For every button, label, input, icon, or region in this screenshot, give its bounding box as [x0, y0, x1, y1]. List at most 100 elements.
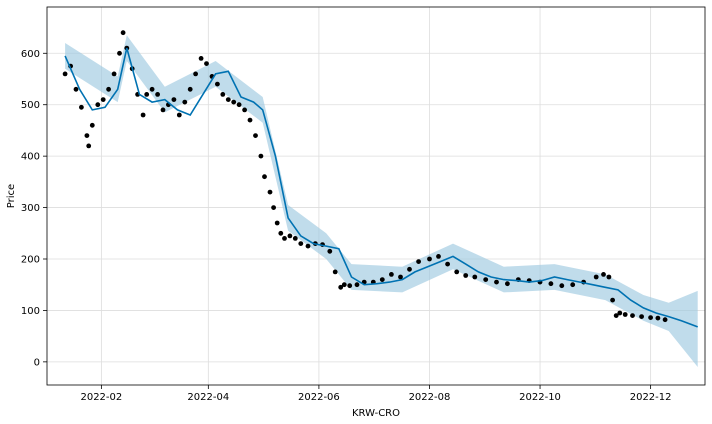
x-axis-label: KRW-CRO	[352, 408, 400, 419]
x-tick-label: 2022-04	[187, 392, 229, 403]
observed-point	[622, 312, 628, 317]
observed-point	[84, 133, 90, 139]
observed-point	[494, 279, 499, 285]
observed-point	[182, 99, 188, 105]
observed-point	[445, 261, 450, 267]
observed-point	[298, 241, 304, 247]
observed-point	[305, 243, 311, 249]
forecast-line	[64, 47, 698, 328]
observed-point	[416, 259, 421, 264]
observed-point	[73, 86, 79, 92]
plot-frame	[46, 6, 706, 386]
observed-point	[171, 97, 177, 102]
observed-point	[100, 97, 106, 102]
observed-point	[220, 92, 226, 97]
observed-point	[193, 71, 199, 77]
observed-point	[117, 50, 122, 56]
y-tick-label: 300	[21, 203, 40, 214]
observed-point	[225, 97, 231, 102]
x-tick-label: 2022-08	[409, 392, 451, 403]
observed-point	[287, 233, 293, 239]
observed-point	[95, 102, 101, 108]
observed-point	[187, 86, 193, 92]
observed-point	[613, 313, 619, 318]
observed-point	[282, 236, 287, 241]
x-tick-label: 2022-06	[298, 392, 340, 403]
observed-point	[436, 254, 441, 259]
observed-point	[258, 153, 264, 159]
observed-point	[327, 248, 333, 254]
observed-point	[338, 284, 344, 290]
observed-point	[149, 86, 155, 92]
observed-point	[407, 266, 412, 272]
observed-point	[341, 282, 347, 288]
observed-point	[144, 92, 150, 97]
observed-point	[89, 122, 95, 128]
observed-point	[62, 71, 68, 77]
observed-point	[111, 71, 117, 77]
observed-point	[398, 274, 403, 280]
y-axis-ticks: 0 100 200 300 400 500 600	[21, 49, 47, 368]
observed-point	[354, 282, 360, 288]
observed-point	[570, 282, 576, 288]
observed-point	[662, 317, 668, 323]
y-tick-label: 600	[21, 49, 40, 60]
observed-point	[559, 283, 565, 289]
x-tick-label: 2022-02	[80, 392, 122, 403]
observed-point	[606, 274, 612, 280]
observed-point	[236, 102, 242, 108]
observed-point	[262, 174, 267, 180]
observed-point	[463, 273, 469, 278]
observed-point	[505, 281, 510, 287]
observed-point	[648, 315, 653, 320]
observed-point	[332, 269, 338, 275]
uncertainty-band	[65, 35, 698, 368]
y-tick-label: 200	[21, 255, 40, 266]
observed-point	[215, 81, 220, 87]
observed-point	[292, 236, 298, 241]
observed-point	[267, 189, 273, 195]
observed-point	[86, 143, 92, 149]
observed-point	[198, 56, 204, 61]
observed-point	[379, 277, 385, 282]
observed-point	[610, 297, 615, 303]
observed-point	[79, 104, 84, 110]
x-tick-label: 2022-12	[630, 392, 672, 403]
grid	[47, 7, 705, 385]
observed-point	[204, 61, 209, 66]
x-axis-ticks: 2022-02 2022-04 2022-06 2022-08 2022-10 2022-…	[80, 385, 672, 403]
y-tick-label: 500	[21, 100, 40, 111]
observed-point	[253, 133, 258, 139]
observed-point	[120, 30, 126, 36]
observed-point	[454, 269, 460, 275]
observed-point	[593, 274, 599, 280]
y-tick-label: 0	[34, 357, 40, 368]
observed-point	[347, 283, 353, 289]
observed-point	[617, 310, 623, 316]
observed-point	[389, 272, 394, 277]
observed-point	[176, 112, 182, 118]
observed-point	[483, 277, 489, 282]
observed-point	[472, 274, 478, 280]
observed-point	[271, 205, 276, 211]
observed-point	[106, 86, 111, 92]
observed-point	[427, 256, 432, 262]
y-axis-label: Price	[6, 184, 17, 208]
observed-point	[231, 99, 237, 105]
observed-point	[639, 314, 644, 319]
observed-point	[155, 92, 161, 97]
observed-point	[548, 281, 554, 287]
y-tick-label: 400	[21, 152, 40, 163]
y-tick-label: 100	[21, 306, 40, 317]
observed-point	[160, 107, 166, 113]
observed-point	[655, 315, 661, 321]
observed-point	[242, 107, 248, 113]
observed-point	[247, 117, 253, 123]
x-tick-label: 2022-10	[519, 392, 561, 403]
observed-point	[601, 272, 606, 277]
observed-point	[630, 313, 635, 318]
observed-point	[274, 220, 280, 226]
observed-point	[278, 230, 284, 236]
observed-point	[140, 112, 146, 118]
